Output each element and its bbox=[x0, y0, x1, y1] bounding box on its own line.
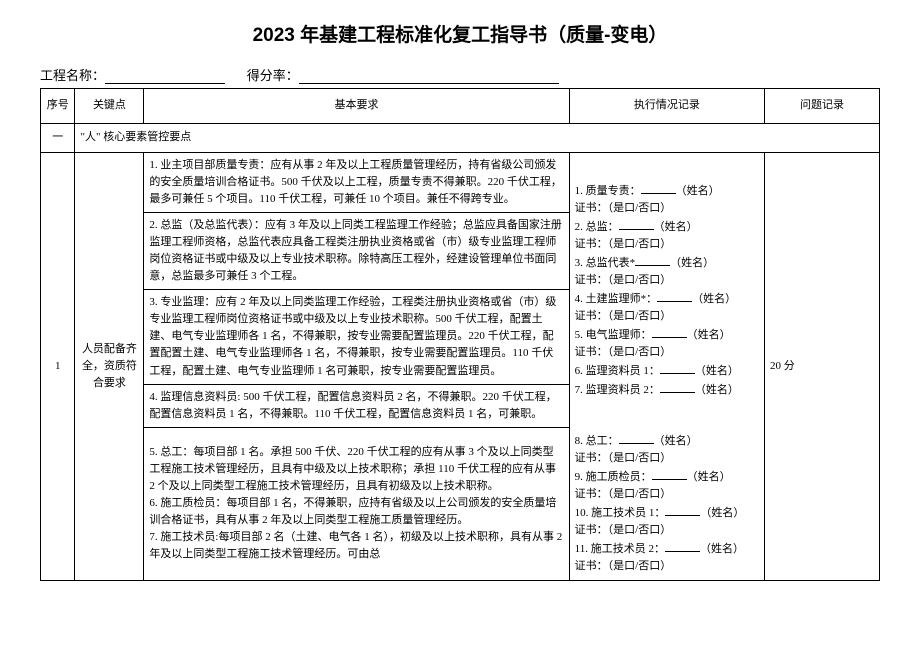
row-1-e: 5. 总工：每项目部 1 名。承担 500 千伏、220 千伏工程的应有从事 3… bbox=[41, 427, 880, 580]
score-blank bbox=[299, 69, 559, 84]
col-seq: 序号 bbox=[41, 89, 75, 124]
col-execution: 执行情况记录 bbox=[569, 89, 764, 124]
project-blank bbox=[105, 69, 225, 84]
row1-exec-upper: 1. 质量专责：（姓名） 证书：（是口/否口） 2. 总监：（姓名） 证书：（是… bbox=[569, 153, 764, 428]
score-label: 得分率： bbox=[247, 68, 299, 83]
section-title: "人" 核心要素管控要点 bbox=[75, 124, 880, 153]
section-num: 一 bbox=[41, 124, 75, 153]
col-keypoint: 关键点 bbox=[75, 89, 144, 124]
row1-req3: 3. 专业监理：应有 2 年及以上同类监理工作经验，工程类注册执业资格或省（市）… bbox=[144, 290, 569, 384]
row1-issue: 20 分 bbox=[765, 153, 880, 581]
row1-seq: 1 bbox=[41, 153, 75, 581]
row1-req5: 5. 总工：每项目部 1 名。承担 500 千伏、220 千伏工程的应有从事 3… bbox=[144, 427, 569, 580]
row-1-a: 1 人员配备齐全，资质符合要求 1. 业主项目部质量专责：应有从事 2 年及以上… bbox=[41, 153, 880, 213]
col-issue: 问题记录 bbox=[765, 89, 880, 124]
row1-req4: 4. 监理信息资料员: 500 千伏工程，配置信息资料员 2 名，不得兼职。22… bbox=[144, 384, 569, 427]
header-row: 序号 关键点 基本要求 执行情况记录 问题记录 bbox=[41, 89, 880, 124]
main-table: 序号 关键点 基本要求 执行情况记录 问题记录 一 "人" 核心要素管控要点 1… bbox=[40, 88, 880, 581]
row1-req1: 1. 业主项目部质量专责：应有从事 2 年及以上工程质量管理经历，持有省级公司颁… bbox=[144, 153, 569, 213]
project-label: 工程名称： bbox=[40, 68, 105, 83]
header-line: 工程名称： 得分率： bbox=[40, 65, 880, 84]
row1-exec-lower: 8. 总工：（姓名） 证书：（是口/否口） 9. 施工质检员：（姓名） 证书：（… bbox=[569, 427, 764, 580]
row1-keypoint: 人员配备齐全，资质符合要求 bbox=[75, 153, 144, 581]
row1-req2: 2. 总监（及总监代表）：应有 3 年及以上同类工程监理工作经验；总监应具备国家… bbox=[144, 213, 569, 290]
doc-title: 2023 年基建工程标准化复工指导书（质量-变电） bbox=[40, 20, 880, 47]
section-row: 一 "人" 核心要素管控要点 bbox=[41, 124, 880, 153]
col-requirement: 基本要求 bbox=[144, 89, 569, 124]
